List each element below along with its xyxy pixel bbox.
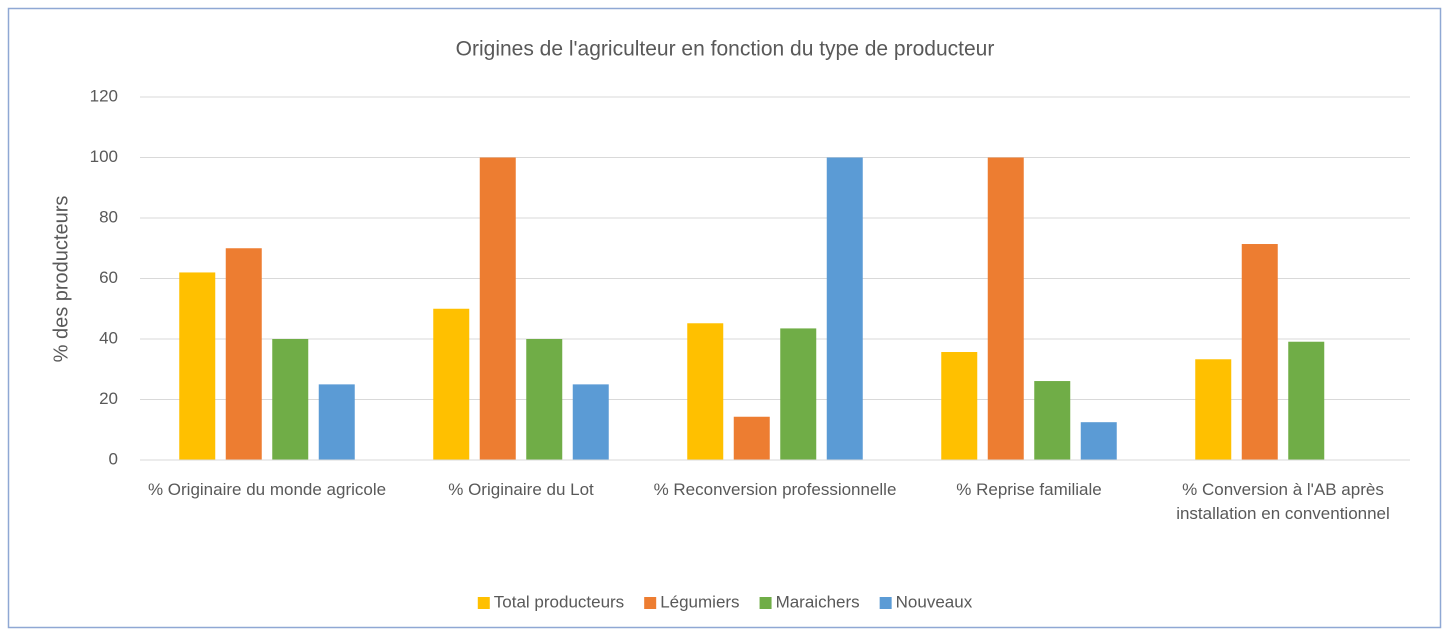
y-axis-label: % des producteurs <box>50 196 72 363</box>
legend-label: Légumiers <box>660 592 739 611</box>
bar <box>433 308 470 460</box>
y-tick-label: 100 <box>90 147 118 166</box>
y-tick-label: 80 <box>99 207 118 226</box>
chart-title: Origines de l'agriculteur en fonction du… <box>456 38 995 61</box>
bar <box>987 157 1024 460</box>
legend-swatch <box>644 597 657 609</box>
bar <box>318 384 355 460</box>
x-tick-label: % Originaire du monde agricole <box>147 480 387 499</box>
bar <box>1080 422 1117 460</box>
bar <box>941 352 978 460</box>
bar <box>1034 381 1071 460</box>
y-tick-label: 40 <box>99 328 118 347</box>
y-tick-label: 20 <box>99 389 118 408</box>
legend-label: Total producteurs <box>494 592 624 611</box>
bar <box>1288 341 1325 460</box>
x-tick-label: % Reconversion professionnelle <box>653 480 897 499</box>
x-tick-label: % Originaire du Lot <box>448 480 594 499</box>
bar <box>1195 359 1232 460</box>
legend-swatch <box>759 597 772 609</box>
x-tick-label: % Conversion à l'AB après installation e… <box>1176 480 1390 523</box>
bar <box>826 157 863 460</box>
chart-border <box>7 7 1442 629</box>
bar <box>526 339 563 460</box>
legend-swatch <box>477 597 490 609</box>
bar <box>179 272 216 460</box>
bar <box>572 384 609 460</box>
legend-swatch <box>879 597 892 609</box>
bar <box>780 328 817 460</box>
legend-label: Maraichers <box>776 592 860 611</box>
bar <box>479 157 516 460</box>
x-tick-label: % Reprise familiale <box>956 480 1102 499</box>
bar <box>733 416 770 460</box>
bar <box>225 248 262 460</box>
bar <box>1241 244 1278 460</box>
y-tick-label: 0 <box>109 449 118 468</box>
bar <box>687 323 724 460</box>
y-tick-label: 120 <box>90 86 118 105</box>
y-tick-label: 60 <box>99 268 118 287</box>
bar <box>272 339 309 460</box>
legend-label: Nouveaux <box>896 592 973 611</box>
